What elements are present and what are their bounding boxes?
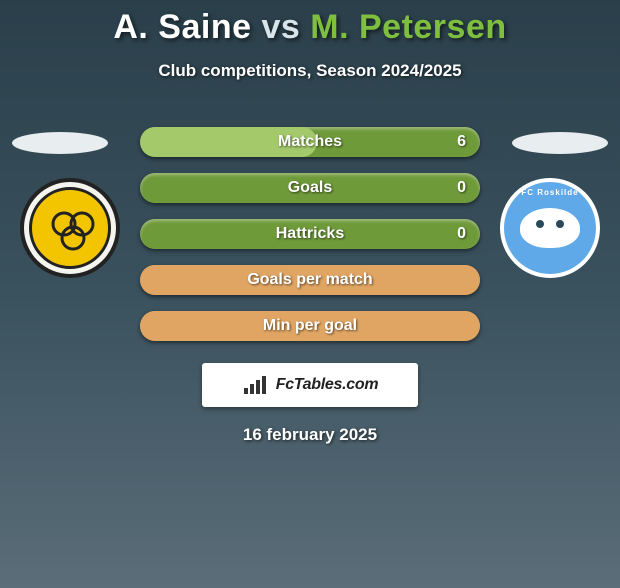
stat-bar: Goals 0 bbox=[140, 173, 480, 203]
watermark-text: FcTables.com bbox=[276, 376, 379, 394]
bars-icon bbox=[242, 374, 270, 396]
stat-bar-label: Min per goal bbox=[263, 317, 357, 335]
stat-bar-label: Hattricks bbox=[276, 225, 344, 243]
club-right-text: FC Roskilde bbox=[504, 188, 596, 197]
comparison-title: A. Saine vs M. Petersen bbox=[0, 8, 620, 47]
stat-bar: Min per goal bbox=[140, 311, 480, 341]
stat-bar-label: Goals per match bbox=[247, 271, 372, 289]
stat-bar-value: 6 bbox=[457, 133, 466, 151]
eagle-icon bbox=[520, 208, 580, 248]
player2-name-oval bbox=[512, 132, 608, 154]
subtitle: Club competitions, Season 2024/2025 bbox=[0, 61, 620, 81]
stat-bar: Goals per match bbox=[140, 265, 480, 295]
stat-bar: Matches 6 bbox=[140, 127, 480, 157]
stat-bar-label: Matches bbox=[278, 133, 342, 151]
stat-bar: Hattricks 0 bbox=[140, 219, 480, 249]
player1-name: A. Saine bbox=[113, 8, 251, 46]
rings-icon bbox=[46, 204, 100, 258]
stat-bar-value: 0 bbox=[457, 179, 466, 197]
watermark: FcTables.com bbox=[202, 363, 418, 407]
club-badge-left-inner bbox=[29, 187, 111, 269]
club-badge-right: FC Roskilde bbox=[500, 178, 600, 278]
player1-name-oval bbox=[12, 132, 108, 154]
stat-bar-label: Goals bbox=[288, 179, 332, 197]
stat-bar-value: 0 bbox=[457, 225, 466, 243]
player2-name: M. Petersen bbox=[310, 8, 506, 46]
date-text: 16 february 2025 bbox=[0, 425, 620, 445]
club-badge-left bbox=[20, 178, 120, 278]
vs-label: vs bbox=[261, 8, 300, 46]
stats-bars: Matches 6 Goals 0 Hattricks 0 Goals per match M… bbox=[140, 127, 480, 341]
